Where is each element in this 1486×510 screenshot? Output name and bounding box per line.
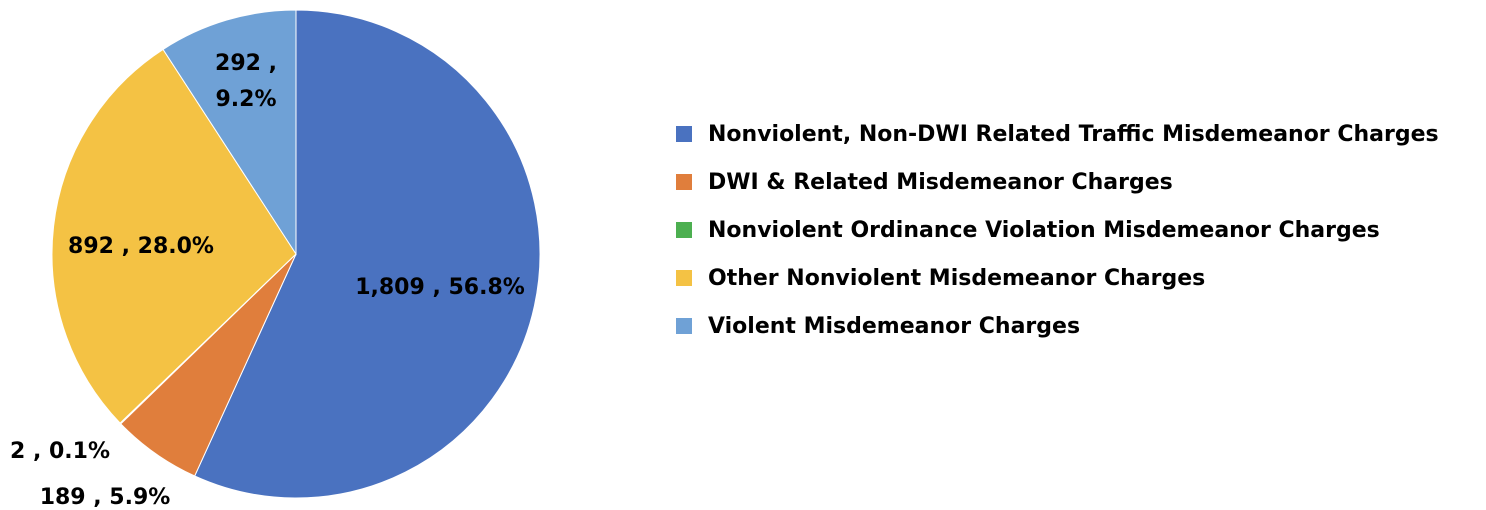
legend-swatch-nonviolent-traffic	[676, 126, 692, 142]
legend: Nonviolent, Non-DWI Related Traffic Misd…	[676, 110, 1476, 350]
data-label-dwi: 189 , 5.9%	[40, 485, 171, 510]
legend-item-violent: Violent Misdemeanor Charges	[676, 302, 1476, 350]
legend-label-nonviolent-traffic: Nonviolent, Non-DWI Related Traffic Misd…	[708, 121, 1439, 147]
pie-slice-violent	[162, 9, 297, 256]
data-label-other-nonviolent: 892 , 28.0%	[68, 234, 214, 259]
legend-item-ordinance: Nonviolent Ordinance Violation Misdemean…	[676, 206, 1476, 254]
legend-item-nonviolent-traffic: Nonviolent, Non-DWI Related Traffic Misd…	[676, 110, 1476, 158]
data-label-violent-line-2: 9.2%	[215, 87, 276, 112]
legend-label-ordinance: Nonviolent Ordinance Violation Misdemean…	[708, 217, 1380, 243]
legend-item-other-nonviolent: Other Nonviolent Misdemeanor Charges	[676, 254, 1476, 302]
pie-slices	[51, 9, 541, 499]
legend-item-dwi: DWI & Related Misdemeanor Charges	[676, 158, 1476, 206]
pie-slice-other-nonviolent	[51, 48, 297, 424]
legend-label-dwi: DWI & Related Misdemeanor Charges	[708, 169, 1173, 195]
data-label-violent-line-1: 292 ,	[215, 51, 277, 76]
data-label-violent: 292 , 9.2%	[215, 51, 277, 112]
legend-swatch-dwi	[676, 174, 692, 190]
data-label-ordinance: 2 , 0.1%	[10, 439, 110, 464]
pie-data-labels: 1,809 , 56.8% 189 , 5.9% 2 , 0.1% 892 , 28.…	[10, 51, 525, 510]
data-label-nonviolent-traffic: 1,809 , 56.8%	[355, 275, 525, 300]
legend-swatch-other-nonviolent	[676, 270, 692, 286]
legend-label-other-nonviolent: Other Nonviolent Misdemeanor Charges	[708, 265, 1206, 291]
legend-swatch-ordinance	[676, 222, 692, 238]
legend-swatch-violent	[676, 318, 692, 334]
legend-label-violent: Violent Misdemeanor Charges	[708, 313, 1081, 339]
pie-slice-nonviolent-traffic	[194, 9, 541, 499]
